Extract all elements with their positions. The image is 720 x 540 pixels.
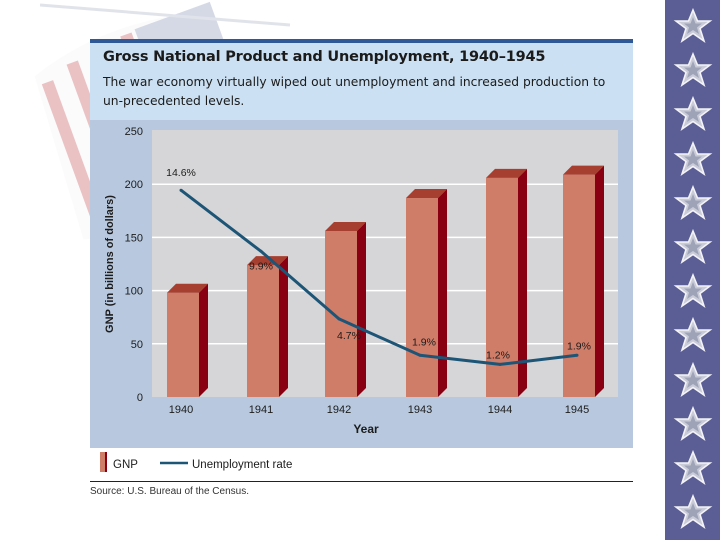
stars-sidebar [665, 0, 720, 540]
star-icon [673, 8, 713, 43]
unemployment-data-label: 1.9% [412, 336, 436, 348]
unemployment-data-label: 4.7% [337, 330, 361, 342]
x-axis-label: Year [353, 422, 379, 436]
star-icon [673, 494, 713, 530]
star-icon [673, 229, 713, 264]
gnp-bar [486, 168, 527, 397]
star-icon [673, 317, 713, 353]
star-icon [673, 450, 713, 485]
x-tick-label: 1942 [327, 404, 351, 416]
y-tick-label: 200 [125, 179, 143, 191]
legend-gnp-label: GNP [113, 459, 138, 471]
plot-area [152, 130, 618, 397]
unemployment-data-label: 9.9% [249, 260, 273, 272]
unemployment-point [498, 362, 502, 366]
x-tick-label: 1940 [169, 404, 193, 416]
y-axis-label: GNP (in billions of dollars) [104, 195, 116, 333]
unemployment-point [259, 249, 263, 253]
chart-title: Gross National Product and Unemployment,… [103, 49, 546, 65]
unemployment-point [575, 353, 579, 357]
y-tick-label: 0 [137, 392, 143, 404]
legend-unemployment-label: Unemployment rate [192, 459, 292, 471]
gnp-bar [167, 283, 208, 397]
star-icon [673, 273, 713, 309]
star-icon [673, 405, 713, 441]
unemployment-line [180, 189, 578, 366]
x-tick-label: 1945 [565, 404, 589, 416]
unemployment-point [179, 188, 183, 192]
y-tick-label: 100 [125, 286, 143, 298]
x-tick-label: 1941 [249, 404, 273, 416]
star-icon [673, 52, 713, 88]
source-note: Source: U.S. Bureau of the Census. [90, 486, 249, 497]
y-tick-label: 150 [125, 232, 143, 244]
y-tick-label: 50 [131, 339, 143, 351]
gnp-bar [247, 256, 288, 397]
gnp-bar [406, 189, 447, 397]
star-icon [673, 361, 713, 397]
unemployment-data-label: 14.6% [166, 167, 196, 179]
legend-gnp-swatch [100, 452, 107, 472]
unemployment-data-label: 1.9% [567, 340, 591, 352]
chart-header: Gross National Product and Unemployment,… [90, 43, 633, 120]
legend: GNP Unemployment rate [90, 448, 633, 482]
star-icon [673, 184, 713, 220]
unemployment-point [418, 353, 422, 357]
chart-subtitle: The war economy virtually wiped out unem… [103, 75, 606, 108]
star-icon [673, 96, 713, 132]
x-tick-label: 1944 [488, 404, 512, 416]
unemployment-data-label: 1.2% [486, 349, 510, 361]
gnp-bar [325, 222, 366, 397]
star-icon [673, 140, 713, 176]
x-tick-label: 1943 [408, 404, 432, 416]
y-tick-label: 250 [125, 126, 143, 138]
unemployment-point [337, 317, 341, 321]
divider [90, 481, 633, 482]
gnp-bar [563, 165, 604, 397]
